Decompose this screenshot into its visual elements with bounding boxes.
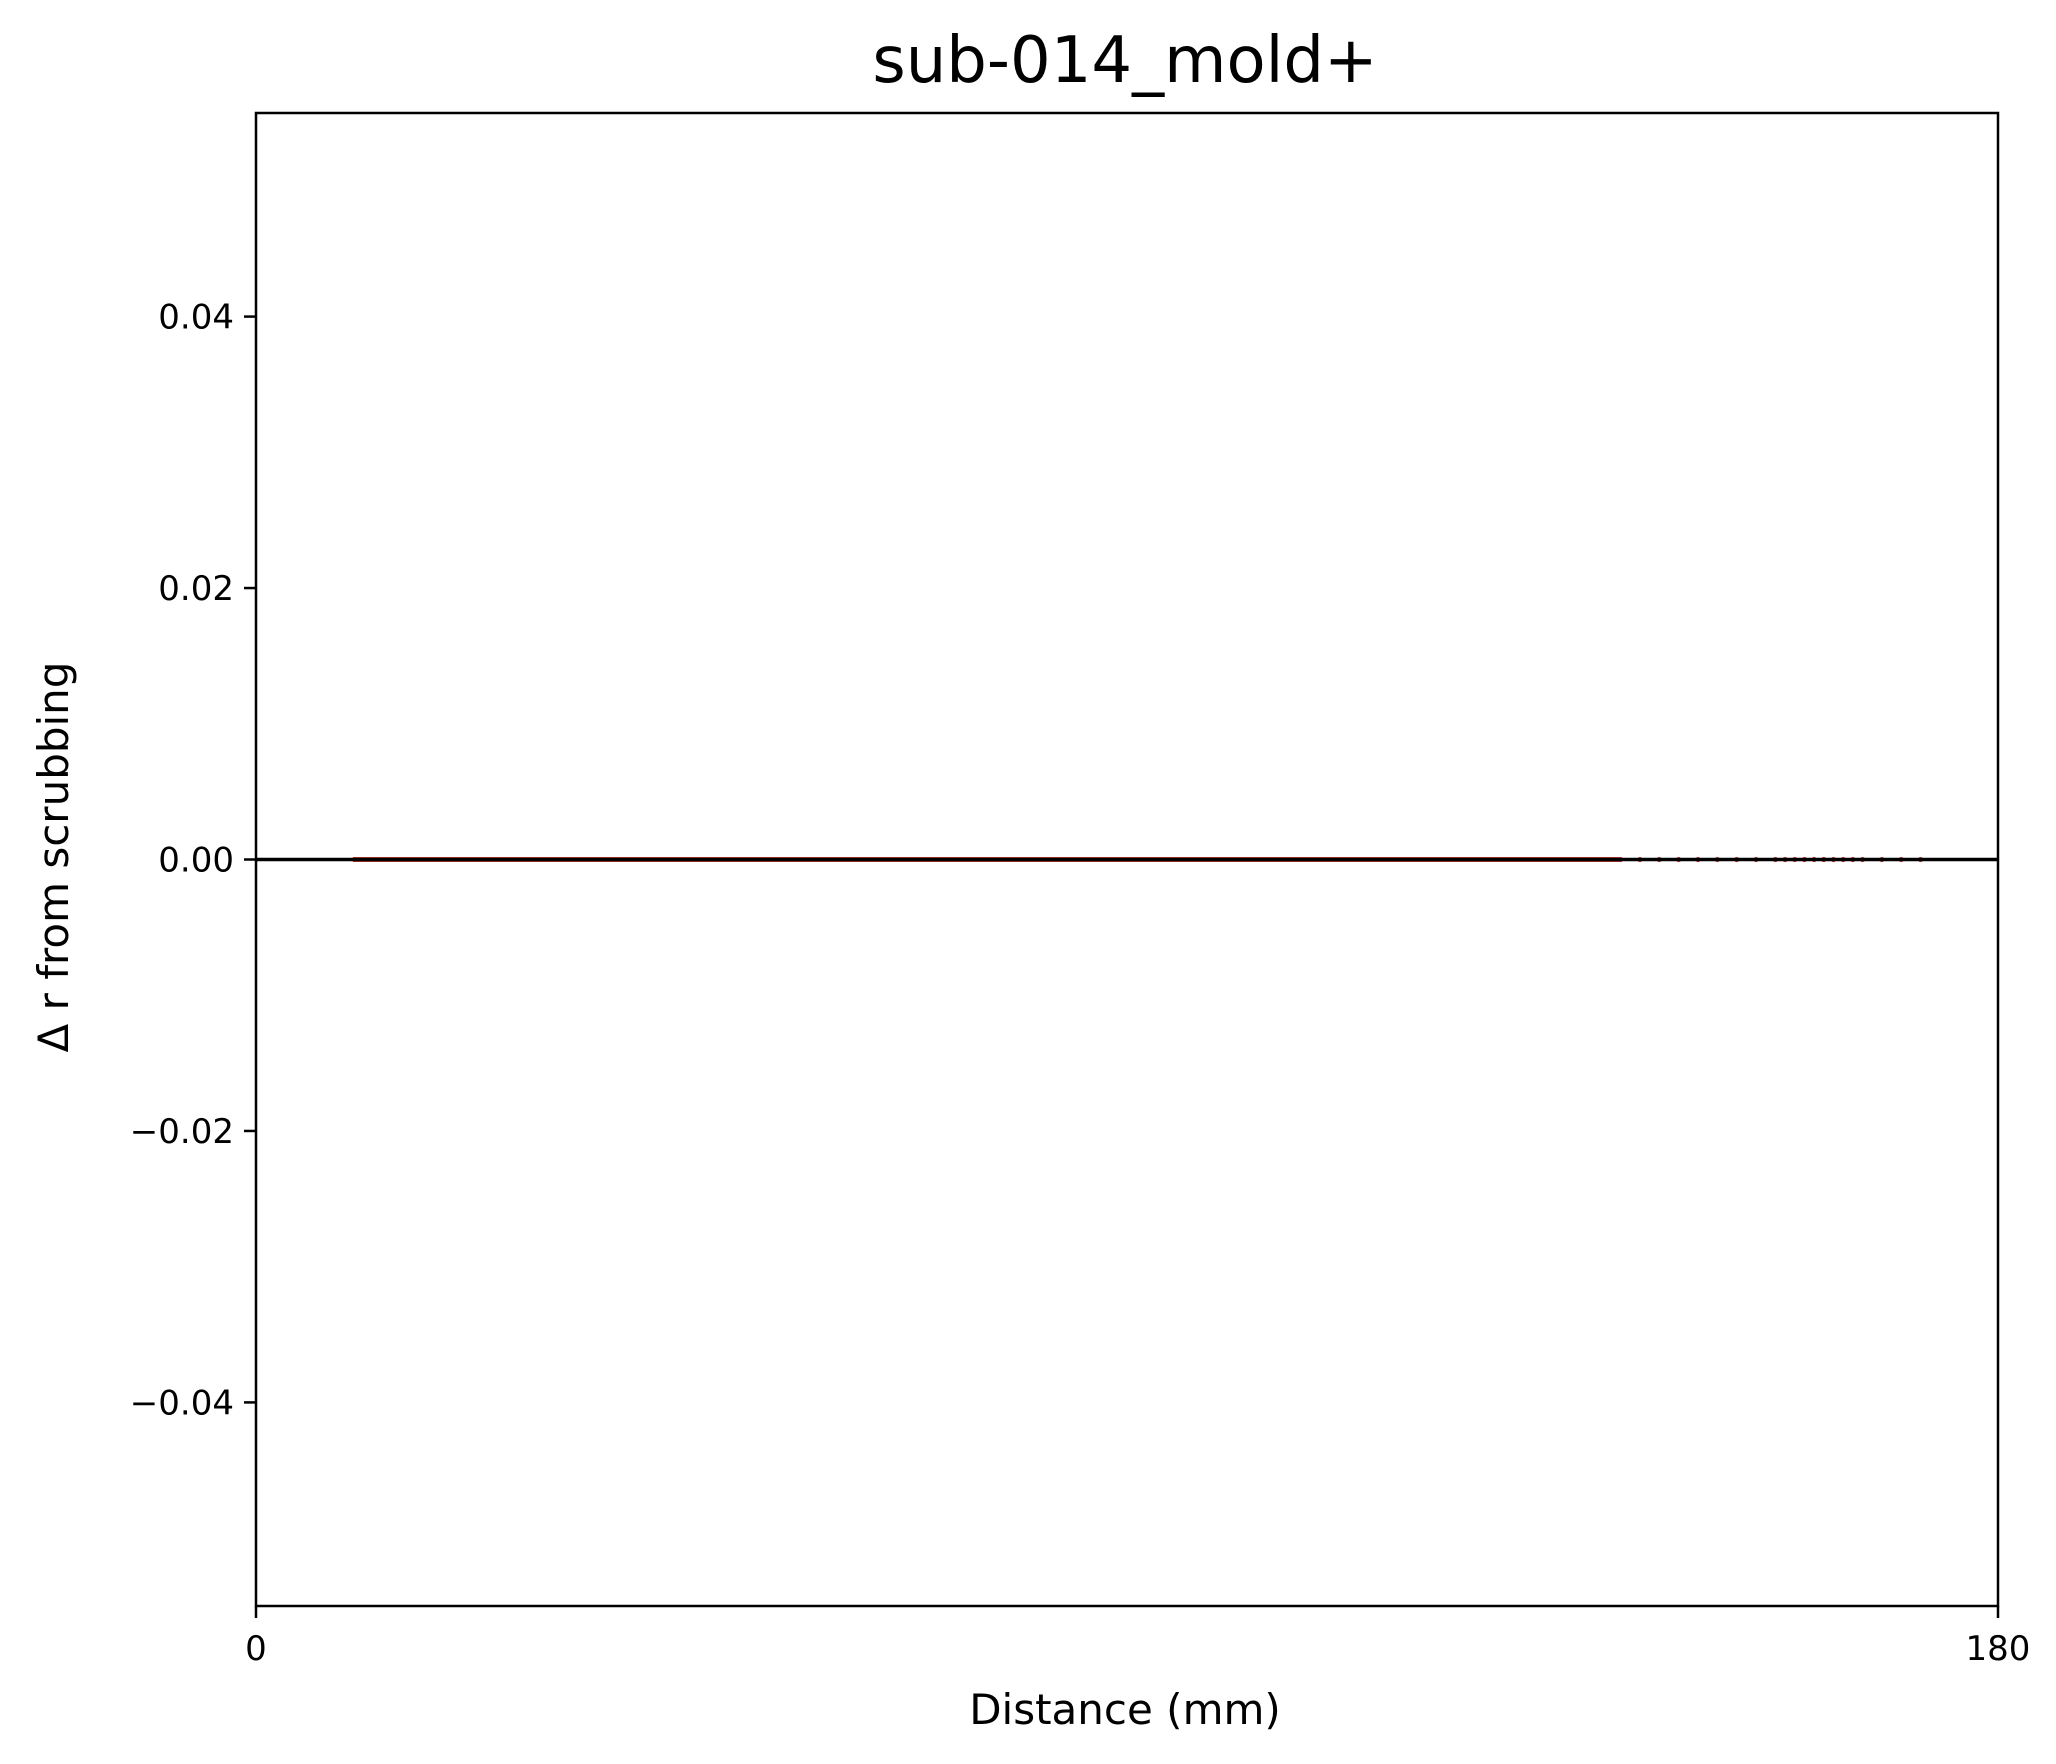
chart-title: sub-014_mold+ — [872, 24, 1377, 98]
y-axis-label: Δ r from scrubbing — [29, 662, 78, 1053]
y-axis-ticks: −0.04 −0.02 0.00 0.02 0.04 — [130, 298, 256, 1423]
x-tick-label: 180 — [1966, 1629, 2031, 1669]
y-tick-label: 0.02 — [158, 569, 234, 609]
x-tick-label: 0 — [245, 1629, 267, 1669]
plot-area — [254, 111, 2000, 1608]
y-tick-label: 0.04 — [158, 298, 234, 338]
y-tick-label: −0.02 — [130, 1112, 234, 1152]
y-tick-label: −0.04 — [130, 1383, 234, 1423]
y-tick-label: 0.00 — [158, 841, 234, 881]
x-axis-label: Distance (mm) — [969, 1685, 1281, 1734]
x-axis-ticks: 0 180 — [245, 1606, 2030, 1669]
